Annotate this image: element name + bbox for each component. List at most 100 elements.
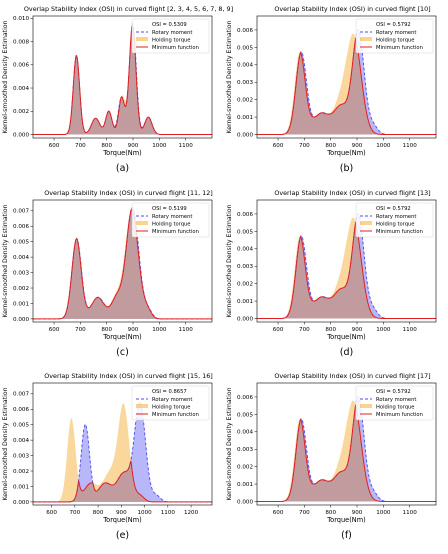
x-tick-label: 800 <box>325 510 336 516</box>
x-tick-label: 600 <box>49 327 60 333</box>
panel-label: (e) <box>116 530 129 541</box>
y-tick-label: 0.001 <box>13 484 29 490</box>
x-tick-label: 900 <box>352 327 363 333</box>
legend-holding-label: Holding torque <box>376 404 415 410</box>
y-tick-label: 0.003 <box>13 453 29 459</box>
chart-panel: Overlap Stability Index (OSI) in curved … <box>226 372 437 541</box>
chart-title: Overlap Stability Index (OSI) in curved … <box>274 372 430 380</box>
overlap-area <box>33 25 212 135</box>
legend-holding-label: Holding torque <box>376 221 415 227</box>
y-tick-label: 0.005 <box>237 229 253 235</box>
legend-rotary-label: Rotary moment <box>376 30 416 36</box>
legend-holding-label: Holding torque <box>152 37 191 43</box>
y-axis-label: Kernel-smoothed Density Estimation <box>2 387 9 500</box>
x-tick-label: 1100 <box>403 143 418 149</box>
x-tick-label: 900 <box>128 143 139 149</box>
minimum-function-line <box>257 405 436 503</box>
y-tick-label: 0.003 <box>13 270 29 276</box>
overlap-area <box>257 223 436 319</box>
legend-holding-swatch <box>136 221 148 225</box>
holding-torque-area <box>33 403 212 502</box>
chart-panel: Overlap Stability Index (OSI) in curved … <box>226 189 437 358</box>
plot-frame <box>256 15 437 139</box>
legend-minimum-label: Minimum function <box>152 412 199 418</box>
panel-label: (a) <box>116 163 129 174</box>
y-tick-label: 0.001 <box>13 301 29 307</box>
x-axis-label: Torque(Nm) <box>102 516 141 524</box>
y-tick-label: 0.008 <box>13 39 29 45</box>
legend-rotary-label: Rotary moment <box>152 30 192 36</box>
x-axis-label: Torque(Nm) <box>326 149 365 157</box>
minimum-function-line <box>33 23 212 136</box>
y-tick-label: 0.000 <box>13 132 29 138</box>
legend-rotary-label: Rotary moment <box>376 397 416 403</box>
y-tick-label: 0.000 <box>237 132 253 138</box>
y-tick-label: 0.002 <box>13 286 29 292</box>
minimum-function-line <box>257 38 436 136</box>
panel-label: (f) <box>341 530 352 541</box>
legend-holding-swatch <box>360 221 372 225</box>
x-tick-label: 700 <box>299 327 310 333</box>
y-tick-label: 0.001 <box>237 115 253 121</box>
minimum-function-line <box>33 460 212 503</box>
plot-frame <box>256 382 437 506</box>
y-tick-label: 0.002 <box>237 282 253 288</box>
y-tick-label: 0.002 <box>237 465 253 471</box>
y-tick-label: 0.004 <box>13 255 29 261</box>
legend-osi: OSI = 0.5309 <box>152 22 187 28</box>
plot-frame <box>32 199 213 323</box>
y-tick-label: 0.002 <box>13 469 29 475</box>
y-axis-label: Kernel-smoothed Density Estimation <box>226 387 233 500</box>
y-tick-label: 0.005 <box>13 423 29 429</box>
x-tick-label: 600 <box>46 510 57 516</box>
legend-holding-swatch <box>136 37 148 41</box>
plot-frame <box>32 15 213 139</box>
legend-box <box>131 18 210 54</box>
x-tick-label: 700 <box>70 510 81 516</box>
y-tick-label: 0.006 <box>237 212 253 218</box>
legend-holding-swatch <box>360 37 372 41</box>
y-tick-label: 0.006 <box>13 63 29 69</box>
x-tick-label: 600 <box>273 327 284 333</box>
y-tick-label: 0.002 <box>237 98 253 104</box>
x-tick-label: 1200 <box>184 510 199 516</box>
x-tick-label: 1000 <box>137 510 152 516</box>
legend-rotary-label: Rotary moment <box>376 214 416 220</box>
y-tick-label: 0.003 <box>237 264 253 270</box>
chart-title: Overlap Stability Index (OSI) in curved … <box>274 5 430 13</box>
legend-osi: OSI = 0.5792 <box>376 206 411 212</box>
legend-osi: OSI = 0.8657 <box>152 389 187 395</box>
legend-holding-swatch <box>360 404 372 408</box>
x-tick-label: 1000 <box>152 327 167 333</box>
x-tick-label: 800 <box>325 143 336 149</box>
chart-panel: Overlap Stability Index (OSI) in curved … <box>2 372 213 541</box>
legend-minimum-label: Minimum function <box>376 229 423 235</box>
x-tick-label: 600 <box>273 143 284 149</box>
y-tick-label: 0.004 <box>237 63 253 69</box>
legend-box <box>131 385 210 421</box>
x-tick-label: 800 <box>325 327 336 333</box>
x-tick-label: 700 <box>75 143 86 149</box>
legend-holding-label: Holding torque <box>152 404 191 410</box>
x-axis-label: Torque(Nm) <box>102 333 141 341</box>
overlap-area <box>33 209 212 319</box>
x-tick-label: 1000 <box>376 510 391 516</box>
y-tick-label: 0.000 <box>13 317 29 323</box>
y-tick-label: 0.007 <box>13 392 29 398</box>
x-axis-label: Torque(Nm) <box>102 149 141 157</box>
chart-panel: Overlap Stability Index (OSI) in curved … <box>2 189 213 358</box>
x-tick-label: 700 <box>299 510 310 516</box>
x-tick-label: 1100 <box>179 327 194 333</box>
y-tick-label: 0.006 <box>13 407 29 413</box>
x-tick-label: 700 <box>299 143 310 149</box>
y-tick-label: 0.004 <box>13 438 29 444</box>
legend-osi: OSI = 0.5199 <box>152 206 187 212</box>
y-tick-label: 0.007 <box>13 209 29 215</box>
y-axis-label: Kernel-smoothed Density Estimation <box>2 204 9 317</box>
y-axis-label: Kernel-smoothed Density Estimation <box>226 204 233 317</box>
y-tick-label: 0.005 <box>13 240 29 246</box>
y-tick-label: 0.004 <box>237 247 253 253</box>
